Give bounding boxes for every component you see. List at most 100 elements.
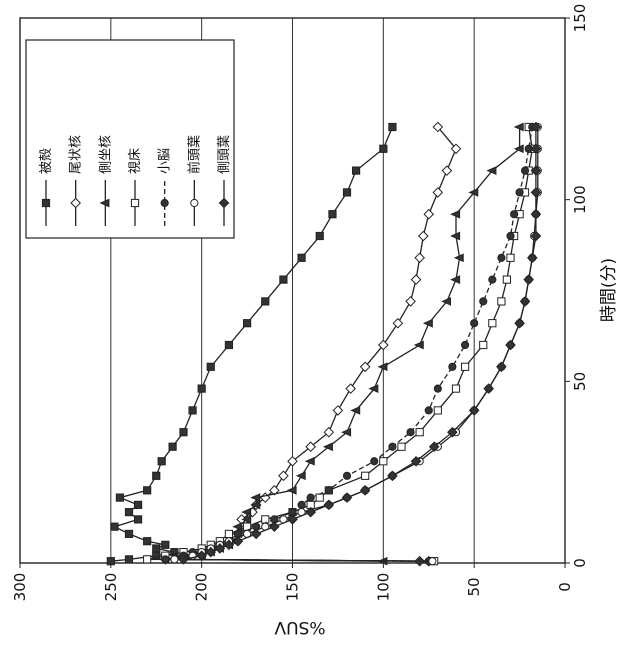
legend-label: 側頭葉 [217,135,232,174]
data-point [371,458,378,465]
data-point [329,211,336,218]
data-point [316,494,323,501]
y-tick-label: 300 [11,573,29,602]
data-point [134,516,141,523]
data-point [407,429,414,436]
data-point [297,472,305,479]
data-point [434,385,441,392]
data-point [298,501,305,508]
data-point [107,558,114,565]
x-tick-label: 150 [571,4,589,33]
chart-layer: 050100150200250300050100150時間(分)%SUV被殻尾状… [11,4,619,637]
data-point [111,523,118,530]
data-point [449,363,456,370]
data-point [380,145,387,152]
data-point [307,494,314,501]
data-point [425,407,432,414]
data-point [433,188,442,197]
data-point [225,341,232,348]
x-axis-title: 時間(分) [599,258,619,322]
data-point [361,486,370,495]
data-point [419,231,428,240]
data-point [498,254,505,261]
data-point [144,487,151,494]
x-tick-label: 50 [571,372,589,391]
data-point [531,210,540,219]
data-point [511,211,518,218]
legend-label: 視床 [128,148,143,174]
x-tick-label: 0 [571,558,589,568]
legend-marker [131,199,138,206]
legend-label: 被殻 [39,148,54,174]
legend-label: 尾状核 [69,135,84,174]
data-point [342,493,351,502]
data-point [442,298,450,305]
data-point [480,341,487,348]
y-tick-label: 100 [374,573,392,602]
data-point [270,522,279,531]
data-point [516,189,523,196]
data-point [507,232,514,239]
data-point [489,320,496,327]
data-point [507,254,514,261]
data-point [243,320,250,327]
legend-label: 前頭葉 [186,135,202,174]
data-point [429,558,436,565]
legend-marker [161,199,168,206]
legend-marker [191,199,198,206]
data-point [480,298,487,305]
legend-label: 小脳 [158,148,173,174]
data-point [134,501,141,508]
data-point [144,556,151,563]
legend-box [26,40,234,238]
data-point [461,341,468,348]
data-point [524,275,533,284]
data-point [521,167,528,174]
data-point [125,556,132,563]
data-point [452,385,459,392]
data-point [393,319,402,328]
data-point [207,363,214,370]
data-point [461,363,468,370]
data-point [411,275,420,284]
data-point [506,340,515,349]
data-point [280,276,287,283]
data-point [488,167,496,174]
data-point [498,298,505,305]
data-point [162,541,169,548]
data-point [497,362,506,371]
data-point [389,123,396,130]
y-tick-label: 50 [465,577,483,596]
data-point [352,167,359,174]
data-point [198,385,205,392]
data-point [180,429,187,436]
data-point [125,530,132,537]
data-point [169,443,176,450]
legend-marker [42,199,49,206]
data-point [489,276,496,283]
data-point [484,384,493,393]
data-point [153,545,160,552]
y-tick-label: 250 [102,573,120,602]
data-point [279,471,288,480]
data-point [189,407,196,414]
data-point [528,253,537,262]
data-point [406,297,415,306]
y-tick-label: 150 [284,573,302,602]
data-point [515,319,524,328]
data-point [424,210,433,219]
data-point [415,557,424,566]
data-point [388,471,397,480]
data-point [520,297,529,306]
data-point [262,516,269,523]
data-point [333,406,342,415]
data-point [398,443,405,450]
data-point [380,458,387,465]
data-point [171,556,178,563]
data-point [389,443,396,450]
data-point [158,458,165,465]
y-tick-label: 0 [556,582,574,592]
data-point [343,472,350,479]
data-point [442,166,451,175]
data-point [298,254,305,261]
